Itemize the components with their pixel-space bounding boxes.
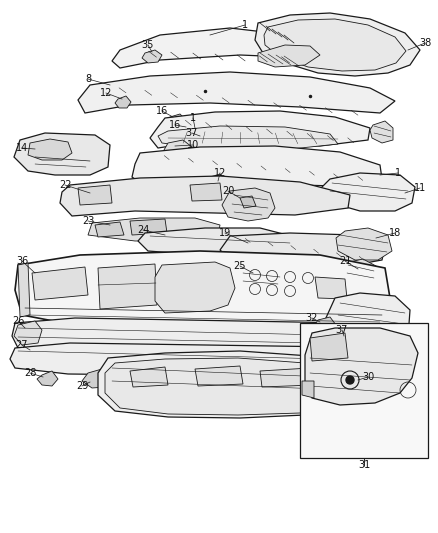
Text: 12: 12 — [214, 168, 226, 178]
Text: 31: 31 — [358, 460, 370, 470]
Polygon shape — [78, 185, 112, 205]
Polygon shape — [130, 367, 168, 387]
Text: 8: 8 — [85, 74, 91, 84]
Text: 19: 19 — [219, 228, 231, 238]
Text: 37: 37 — [336, 325, 348, 335]
Polygon shape — [130, 219, 167, 235]
Text: 23: 23 — [82, 216, 94, 226]
Polygon shape — [37, 371, 58, 386]
Polygon shape — [88, 218, 220, 241]
Text: 28: 28 — [24, 368, 36, 378]
Text: 29: 29 — [76, 381, 88, 391]
Text: 26: 26 — [12, 316, 24, 326]
Text: 22: 22 — [59, 180, 71, 190]
Text: 12: 12 — [100, 88, 112, 98]
Polygon shape — [82, 369, 110, 388]
Polygon shape — [320, 173, 415, 211]
Text: 32: 32 — [306, 313, 318, 323]
Polygon shape — [240, 196, 256, 208]
Text: 18: 18 — [389, 228, 401, 238]
Polygon shape — [115, 96, 131, 108]
Polygon shape — [222, 188, 275, 221]
Text: 35: 35 — [142, 40, 154, 50]
Polygon shape — [207, 174, 226, 188]
Polygon shape — [190, 183, 222, 201]
Polygon shape — [95, 222, 124, 237]
Polygon shape — [330, 330, 354, 345]
Polygon shape — [14, 133, 110, 175]
Text: 1: 1 — [190, 113, 196, 123]
Polygon shape — [18, 263, 30, 317]
Polygon shape — [258, 45, 320, 67]
Polygon shape — [314, 317, 336, 334]
Polygon shape — [264, 19, 406, 71]
Polygon shape — [220, 233, 385, 266]
FancyBboxPatch shape — [300, 323, 428, 458]
Polygon shape — [60, 176, 350, 216]
Text: 38: 38 — [419, 38, 431, 48]
Polygon shape — [142, 50, 162, 63]
Text: 20: 20 — [222, 186, 234, 196]
Polygon shape — [98, 264, 157, 309]
Polygon shape — [255, 13, 420, 76]
Polygon shape — [336, 228, 392, 260]
Text: 16: 16 — [169, 120, 181, 130]
Polygon shape — [138, 228, 295, 255]
Polygon shape — [155, 262, 235, 313]
Polygon shape — [132, 146, 382, 188]
Polygon shape — [14, 321, 42, 345]
Text: 14: 14 — [16, 143, 28, 153]
Text: 21: 21 — [339, 256, 351, 266]
Polygon shape — [302, 381, 314, 398]
Text: 24: 24 — [137, 225, 149, 235]
Polygon shape — [32, 267, 88, 300]
Text: 11: 11 — [414, 183, 426, 193]
Polygon shape — [167, 114, 186, 127]
Polygon shape — [310, 333, 348, 361]
Polygon shape — [260, 368, 313, 387]
Text: 37: 37 — [186, 128, 198, 138]
Polygon shape — [10, 343, 370, 377]
Polygon shape — [98, 351, 362, 418]
Text: 1: 1 — [395, 168, 401, 178]
Polygon shape — [315, 277, 347, 299]
Polygon shape — [180, 126, 199, 139]
Polygon shape — [105, 358, 350, 415]
Text: 25: 25 — [234, 261, 246, 271]
Polygon shape — [342, 259, 378, 284]
Circle shape — [346, 376, 354, 384]
Polygon shape — [15, 251, 390, 331]
Text: 1: 1 — [242, 20, 248, 30]
Text: 10: 10 — [187, 140, 199, 150]
Polygon shape — [237, 265, 285, 291]
Polygon shape — [78, 72, 395, 113]
Polygon shape — [12, 318, 375, 359]
Polygon shape — [112, 28, 330, 68]
Polygon shape — [370, 121, 393, 143]
Polygon shape — [158, 126, 338, 150]
Polygon shape — [164, 140, 192, 156]
Text: 16: 16 — [156, 106, 168, 116]
Polygon shape — [325, 293, 410, 350]
Text: 30: 30 — [362, 372, 374, 382]
Polygon shape — [150, 111, 370, 148]
Polygon shape — [305, 328, 418, 405]
Polygon shape — [195, 366, 243, 386]
Text: 36: 36 — [16, 256, 28, 266]
Text: 27: 27 — [16, 340, 28, 350]
Polygon shape — [28, 139, 72, 160]
